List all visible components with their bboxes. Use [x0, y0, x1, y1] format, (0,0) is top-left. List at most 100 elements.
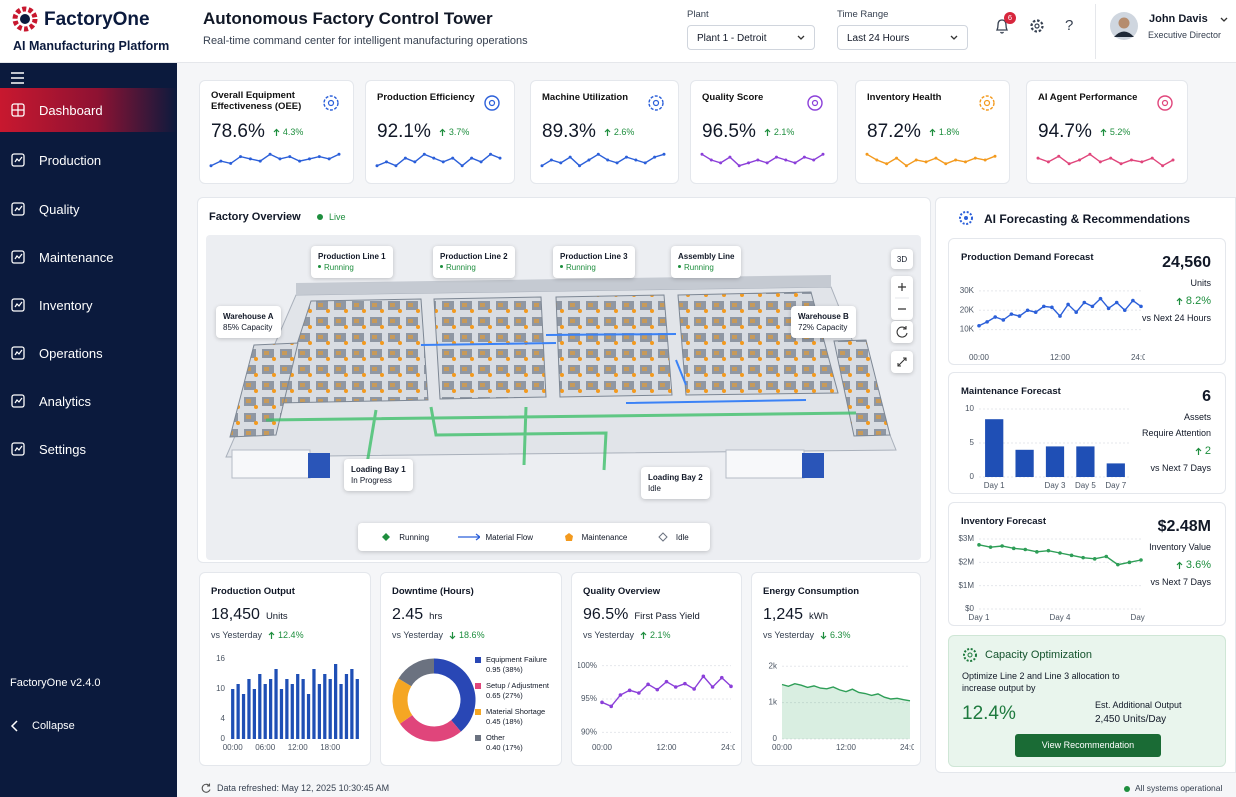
bar: [1015, 449, 1034, 477]
forecast-comparison: vs Next 7 Days: [1150, 463, 1211, 474]
metric-card: Downtime (Hours) 2.45 hrs vs Yesterday 18.6%…: [380, 572, 562, 766]
legend-shape: [564, 533, 573, 541]
point: [1009, 312, 1014, 316]
icon-detail: [14, 253, 23, 260]
x-tick-label: 06:00: [255, 743, 276, 752]
forecast-change: 2: [1142, 445, 1211, 457]
map-legend: Running Material Flow Maintenance Idle: [358, 523, 710, 551]
point: [394, 164, 398, 168]
nav-label: Dashboard: [39, 102, 103, 118]
icon-core: [652, 99, 660, 107]
callout: Warehouse A 85% Capacity: [216, 306, 281, 338]
point: [1139, 304, 1143, 309]
comparison-row: vs Yesterday 6.3%: [763, 630, 851, 640]
estimate-label: Est. Additional Output: [1095, 700, 1182, 710]
legend-label: Idle: [675, 532, 689, 542]
forecast-card: Maintenance Forecast 6 Assets Require Atten…: [948, 372, 1226, 494]
bar: [355, 679, 359, 739]
collapse[interactable]: Collapse: [10, 720, 75, 732]
nav-item[interactable]: Analytics: [0, 379, 177, 423]
chevron[interactable]: [1220, 17, 1228, 23]
nav-item[interactable]: Inventory: [0, 283, 177, 327]
expand-button[interactable]: [891, 351, 913, 373]
icon-shape: [648, 95, 664, 111]
range-label: Time Range: [837, 9, 889, 20]
point: [403, 156, 407, 160]
point: [1116, 562, 1120, 567]
nav-item[interactable]: Quality: [0, 187, 177, 231]
callout-title: Warehouse A: [223, 312, 274, 321]
metric-value-row: 1,245 kWh: [763, 606, 828, 624]
logo: FactoryOne AI Manufacturing Platform: [0, 0, 177, 63]
legend-name: Material Shortage: [486, 707, 546, 716]
point: [977, 543, 981, 547]
nav-item[interactable]: Operations: [0, 331, 177, 375]
bell-icon[interactable]: [993, 16, 1013, 36]
notification-badge: 6: [1004, 12, 1016, 24]
change-arrow: [820, 631, 827, 639]
avatar[interactable]: [1110, 12, 1138, 40]
nav-label: Maintenance: [39, 249, 114, 265]
rotate-button[interactable]: [891, 321, 913, 343]
bar: [312, 669, 316, 739]
bar: [231, 689, 235, 739]
donut-legend-item: Material Shortage 0.45 (18%): [475, 707, 549, 727]
point: [1042, 304, 1046, 309]
point: [655, 687, 660, 692]
shape: [963, 648, 977, 662]
callout-status: 85% Capacity: [223, 322, 274, 333]
menu-icon[interactable]: [10, 72, 26, 84]
point: [1033, 310, 1038, 314]
page-title: Autonomous Factory Control Tower: [203, 9, 493, 28]
point: [587, 158, 591, 162]
change-value: 2.1%: [650, 630, 671, 640]
view-3d-button[interactable]: 3D: [891, 249, 913, 269]
logo-icon: [12, 6, 38, 32]
help-icon[interactable]: ?: [1065, 17, 1074, 34]
icon-core: [488, 99, 496, 107]
x-tick-label: 00:00: [772, 743, 793, 752]
nav-label: Settings: [39, 441, 86, 457]
nav-item[interactable]: Settings: [0, 427, 177, 471]
x-tick-label: 00:00: [969, 353, 990, 362]
forecast-card-title: Maintenance Forecast: [961, 386, 1061, 397]
point: [673, 685, 678, 689]
point: [337, 152, 341, 156]
x-tick-label: Day 3: [1045, 481, 1066, 490]
settings-icon[interactable]: [1029, 18, 1045, 34]
zoom-control[interactable]: [891, 276, 913, 320]
x-tick-label: 00:00: [592, 743, 613, 752]
nav-item[interactable]: Production: [0, 138, 177, 182]
y-tick-label: $3M: [958, 534, 974, 543]
kpi-value: 96.5%: [702, 121, 756, 142]
x-tick-label: Day 1: [969, 613, 990, 622]
mini-chart: $0 $1M $2M $3M Day 1 Day 4 Day 7: [958, 534, 1145, 622]
point: [219, 159, 223, 163]
icon-shape: [11, 202, 25, 216]
point: [451, 156, 455, 160]
nav-item[interactable]: Maintenance: [0, 235, 177, 279]
icon-shape: [323, 95, 339, 111]
kpi-value: 87.2%: [867, 121, 921, 142]
icon-detail: [14, 349, 23, 356]
nav-item[interactable]: Dashboard: [0, 88, 177, 132]
point: [1036, 156, 1040, 160]
plant-select[interactable]: Plant 1 - Detroit: [687, 25, 815, 50]
view-recommendation-button[interactable]: View Recommendation: [1015, 734, 1161, 757]
warehouse-a-area: [229, 342, 299, 438]
comparison: vs Yesterday: [763, 630, 815, 640]
change-value: 12.4%: [278, 630, 304, 640]
forecast-note: Require Attention: [1141, 428, 1211, 438]
kpi-title: AI Agent Performance: [1038, 92, 1138, 103]
kpi-card: Machine Utilization 89.3% 2.6%: [530, 80, 679, 184]
kpi-card: Overall Equipment Effectiveness (OEE) 78.…: [199, 80, 354, 184]
y-tick-label: 10: [216, 684, 225, 693]
shape: [950, 35, 958, 40]
range-select[interactable]: Last 24 Hours: [837, 25, 968, 50]
status-dot: [678, 265, 681, 268]
y-tick-label: $1M: [958, 581, 974, 590]
kpi-icon: [648, 95, 664, 111]
metric-value-row: 96.5% First Pass Yield: [583, 606, 700, 624]
factory-overview: Factory Overview Live Production Line 1 R…: [197, 197, 931, 563]
x-tick-label: 00:00: [223, 743, 244, 752]
